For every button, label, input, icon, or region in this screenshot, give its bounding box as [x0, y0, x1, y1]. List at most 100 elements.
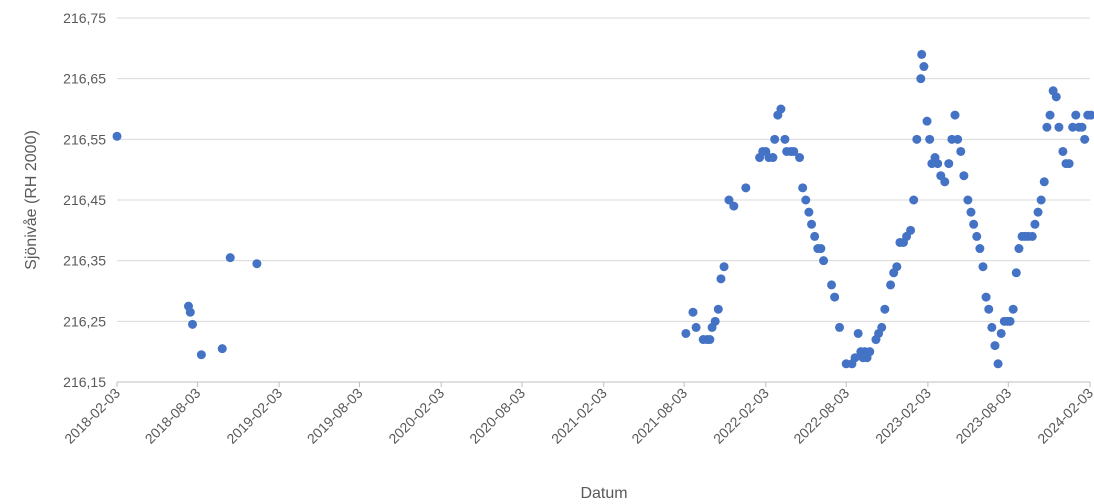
- point: [710, 316, 720, 326]
- point: [819, 256, 829, 266]
- point: [1042, 122, 1052, 132]
- point: [1054, 122, 1064, 132]
- point: [1058, 146, 1068, 156]
- point: [1077, 122, 1087, 132]
- point: [987, 322, 997, 332]
- point: [187, 319, 197, 329]
- point: [975, 244, 985, 254]
- point: [719, 262, 729, 272]
- point: [196, 350, 206, 360]
- point: [830, 292, 840, 302]
- point: [776, 104, 786, 114]
- point: [1039, 177, 1049, 187]
- point: [827, 280, 837, 290]
- point: [252, 259, 262, 269]
- point: [1030, 219, 1040, 229]
- point: [724, 195, 734, 205]
- x-tick-label: 2021-08-03: [628, 385, 690, 447]
- point: [729, 201, 739, 211]
- point: [981, 292, 991, 302]
- point: [1064, 159, 1074, 169]
- point: [789, 146, 799, 156]
- point: [966, 207, 976, 217]
- point: [1080, 134, 1090, 144]
- point: [880, 304, 890, 314]
- point: [892, 262, 902, 272]
- point: [916, 74, 926, 84]
- point: [865, 347, 875, 357]
- point: [816, 244, 826, 254]
- point: [963, 195, 973, 205]
- point: [795, 153, 805, 163]
- point: [996, 328, 1006, 338]
- point: [850, 353, 860, 363]
- x-tick-label: 2021-02-03: [548, 385, 610, 447]
- point: [741, 183, 751, 193]
- point: [912, 134, 922, 144]
- point: [185, 307, 195, 317]
- point: [705, 335, 715, 345]
- point: [953, 134, 963, 144]
- x-tick-label: 2020-02-03: [385, 385, 447, 447]
- y-tick-label: 216,15: [63, 374, 106, 390]
- x-tick-label: 2023-08-03: [952, 385, 1014, 447]
- point: [688, 307, 698, 317]
- point: [990, 341, 1000, 351]
- point: [713, 304, 723, 314]
- point: [956, 146, 966, 156]
- point: [933, 159, 943, 169]
- point: [853, 328, 863, 338]
- x-tick-label: 2022-02-03: [710, 385, 772, 447]
- point: [925, 134, 935, 144]
- y-tick-label: 216,65: [63, 71, 106, 87]
- point: [807, 219, 817, 229]
- point: [780, 134, 790, 144]
- point: [1045, 110, 1055, 120]
- point: [1005, 316, 1015, 326]
- y-tick-label: 216,45: [63, 192, 106, 208]
- point: [1033, 207, 1043, 217]
- point: [959, 171, 969, 181]
- point: [978, 262, 988, 272]
- y-tick-label: 216,25: [63, 313, 106, 329]
- point: [984, 304, 994, 314]
- x-tick-label: 2023-02-03: [872, 385, 934, 447]
- point: [112, 131, 122, 141]
- point: [801, 195, 811, 205]
- point: [1011, 268, 1021, 278]
- y-axis-title: Sjönivåe (RH 2000): [22, 130, 40, 270]
- point: [1036, 195, 1046, 205]
- point: [1008, 304, 1018, 314]
- point: [909, 195, 919, 205]
- x-tick-label: 2019-02-03: [223, 385, 285, 447]
- point: [1071, 110, 1081, 120]
- point: [940, 177, 950, 187]
- point: [950, 110, 960, 120]
- x-tick-label: 2020-08-03: [466, 385, 528, 447]
- point: [716, 274, 726, 284]
- point: [922, 116, 932, 126]
- y-tick-label: 216,75: [63, 10, 106, 26]
- y-tick-label: 216,35: [63, 253, 106, 269]
- x-tick-label: 2022-08-03: [790, 385, 852, 447]
- point: [217, 344, 227, 354]
- point: [944, 159, 954, 169]
- point: [768, 153, 778, 163]
- point: [1051, 92, 1061, 102]
- point: [877, 322, 887, 332]
- point: [1014, 244, 1024, 254]
- point: [810, 231, 820, 241]
- point: [1086, 110, 1094, 120]
- point: [886, 280, 896, 290]
- point: [770, 134, 780, 144]
- point: [906, 225, 916, 235]
- point: [691, 322, 701, 332]
- point: [993, 359, 1003, 369]
- point: [804, 207, 814, 217]
- point: [969, 219, 979, 229]
- point: [835, 322, 845, 332]
- x-tick-label: 2018-02-03: [61, 385, 123, 447]
- point: [798, 183, 808, 193]
- point: [917, 49, 927, 59]
